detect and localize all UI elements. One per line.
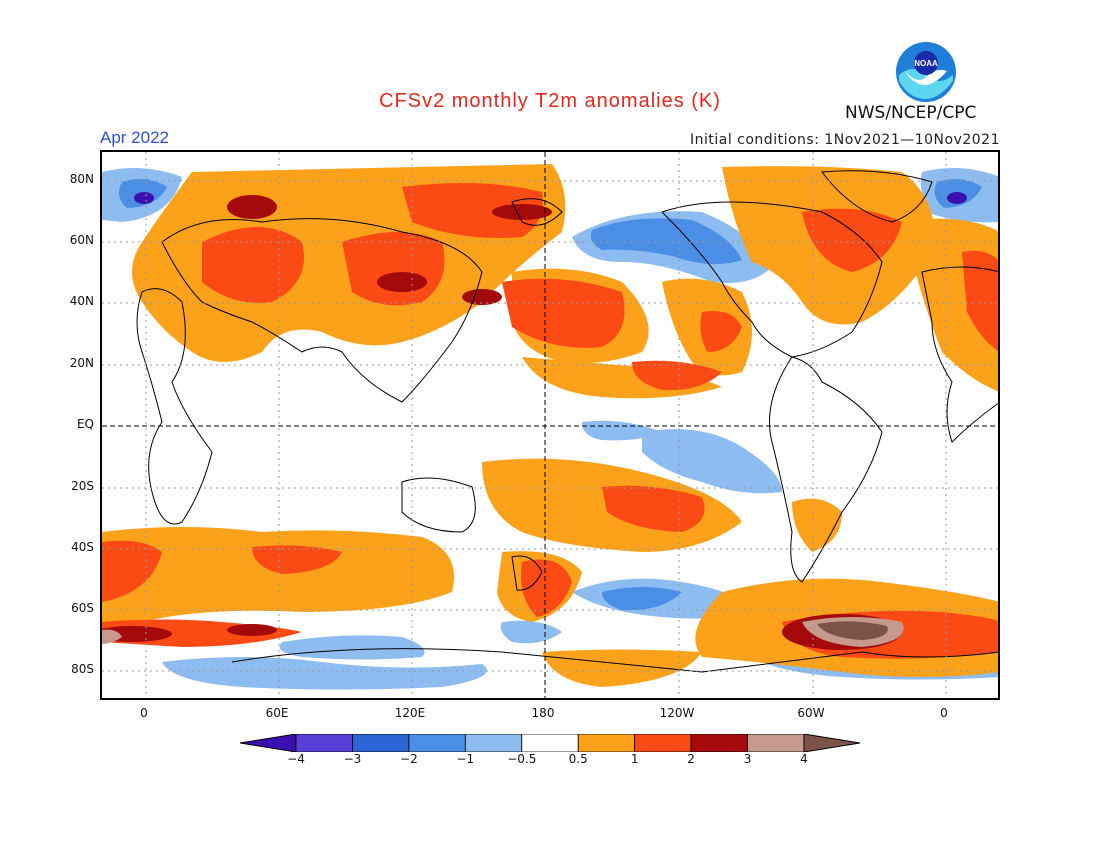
cold-deep-anomalies (134, 192, 967, 204)
lat-label: 40S (71, 540, 94, 554)
lon-label: 180 (531, 706, 555, 720)
lon-label: 60E (265, 706, 289, 720)
lon-label: 120W (659, 706, 695, 720)
colorbar-cell (240, 734, 297, 752)
colorbar-label: −0.5 (507, 752, 537, 766)
lat-label: 40N (69, 294, 94, 308)
anomaly-map (100, 150, 1000, 700)
colorbar-label: −3 (343, 752, 362, 766)
lat-label: 60S (71, 601, 94, 615)
logo-text: NOAA (914, 59, 938, 68)
lon-label: 0 (940, 706, 948, 720)
colorbar-cell (747, 734, 805, 752)
colorbar-label: 2 (687, 752, 695, 766)
colorbar-cell (634, 734, 692, 752)
colorbar-label: 3 (743, 752, 752, 766)
colorbar-cell (295, 734, 353, 752)
lat-label: 20N (69, 356, 94, 370)
agency-label: NWS/NCEP/CPC (845, 103, 977, 123)
colorbar-cell (577, 734, 636, 752)
reference-lines (102, 152, 998, 698)
lat-label: EQ (76, 417, 94, 431)
colorbar-label: 1 (630, 752, 639, 766)
colorbar-cell (690, 734, 748, 752)
colorbar-cell (521, 734, 579, 752)
colorbar (240, 734, 860, 752)
noaa-logo: NOAA (896, 42, 956, 102)
colorbar-cell (408, 734, 466, 752)
colorbar-label: −1 (456, 752, 475, 766)
colorbar-cell (803, 734, 860, 752)
lat-label: 80N (69, 172, 94, 186)
colorbar-label: 4 (800, 752, 808, 766)
coastlines (136, 170, 998, 673)
lat-label: 20S (71, 479, 94, 493)
chart-title: CFSv2 monthly T2m anomalies (K) (379, 90, 721, 112)
colorbar-label: −4 (287, 752, 305, 766)
month-label: Apr 2022 (100, 128, 169, 147)
peak-warm-anomalies (817, 621, 888, 640)
lat-label: 60N (69, 233, 94, 247)
initial-conditions: Initial conditions: 1Nov2021—10Nov2021 (689, 132, 1000, 148)
lon-label: 60W (797, 706, 825, 720)
colorbar-label: −2 (400, 752, 418, 766)
anomaly-map-svg (102, 152, 998, 698)
gridlines (102, 152, 998, 698)
lon-label: 120E (394, 706, 426, 720)
colorbar-cell (464, 734, 523, 752)
colorbar-cell (352, 734, 410, 752)
lat-label: 80S (71, 662, 94, 676)
lon-label: 0 (140, 706, 148, 720)
colorbar-label: 0.5 (568, 752, 588, 766)
